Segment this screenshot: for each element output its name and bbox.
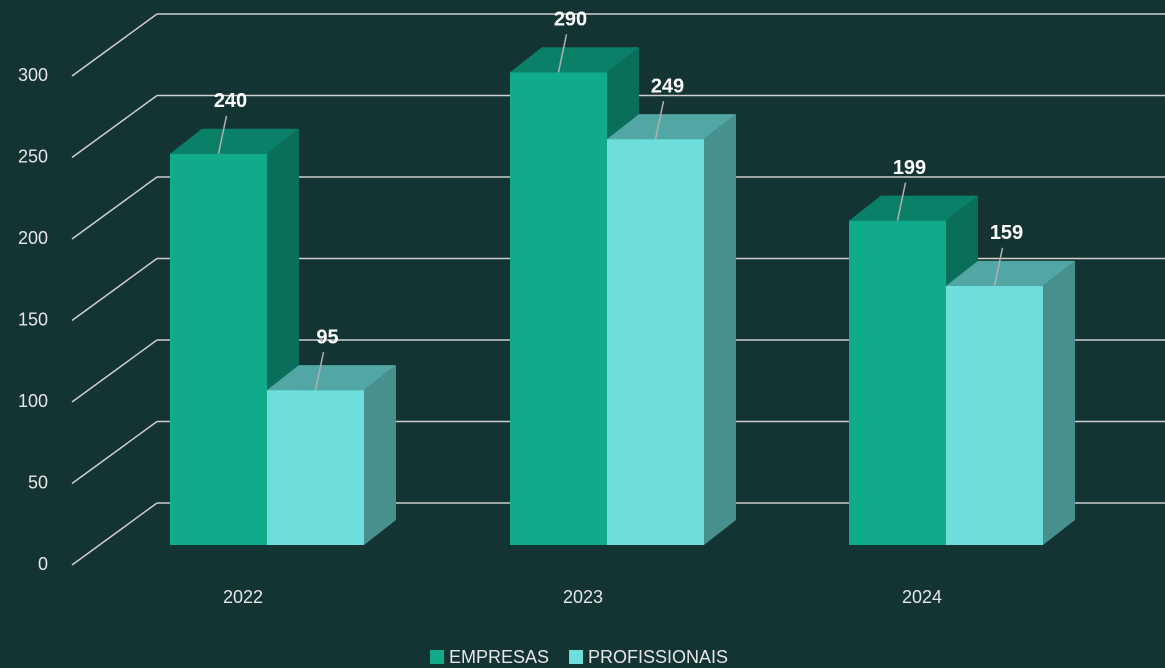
y-tick-label: 100	[18, 391, 48, 411]
leader-line	[557, 34, 568, 73]
leader-line	[314, 351, 325, 391]
data-label: 199	[893, 157, 926, 179]
y-tick-label: 0	[38, 554, 48, 574]
legend-swatch	[569, 650, 584, 664]
bar-top	[267, 365, 396, 391]
legend-swatch	[430, 650, 444, 664]
bar-top	[170, 128, 299, 154]
bar-top	[849, 195, 978, 221]
grid-line-diagonal	[71, 502, 158, 566]
grid-line-diagonal	[71, 176, 158, 240]
leader-line	[896, 182, 907, 221]
bar	[946, 260, 1075, 545]
bar-front	[267, 390, 364, 545]
x-tick-label: 2022	[223, 587, 263, 607]
y-tick-label: 50	[28, 472, 48, 492]
bar	[267, 365, 396, 545]
bar-top	[946, 260, 1075, 286]
bar-top	[510, 47, 639, 73]
bar-side	[364, 365, 396, 545]
data-label: 95	[316, 326, 338, 348]
legend-label: EMPRESAS	[449, 647, 549, 667]
leader-line	[993, 247, 1004, 286]
bar-side	[1043, 260, 1075, 545]
x-tick-label: 2024	[902, 587, 942, 607]
y-tick-label: 200	[18, 228, 48, 248]
y-tick-label: 300	[18, 65, 48, 85]
grid-line-diagonal	[71, 94, 158, 159]
leader-line	[654, 100, 665, 140]
bar-front	[170, 153, 267, 546]
x-tick-label: 2023	[563, 587, 603, 607]
legend-label: PROFISSIONAIS	[588, 647, 728, 667]
bar	[607, 114, 736, 545]
bar-top	[607, 114, 736, 140]
data-label: 240	[214, 90, 247, 112]
data-label: 159	[990, 222, 1023, 244]
bar-front	[607, 139, 704, 545]
data-label: 249	[651, 75, 684, 97]
grid-line-diagonal	[71, 420, 158, 485]
grid-line-diagonal	[71, 339, 158, 403]
bar-front	[946, 285, 1043, 545]
bar-side	[704, 114, 736, 545]
y-tick-label: 150	[18, 309, 48, 329]
data-label: 290	[554, 9, 587, 31]
y-tick-label: 250	[18, 146, 48, 166]
grid-line-diagonal	[71, 13, 158, 77]
leader-line	[217, 115, 228, 154]
bar-front	[849, 220, 946, 545]
grid-line-diagonal	[71, 257, 158, 322]
bar-front	[510, 72, 607, 546]
